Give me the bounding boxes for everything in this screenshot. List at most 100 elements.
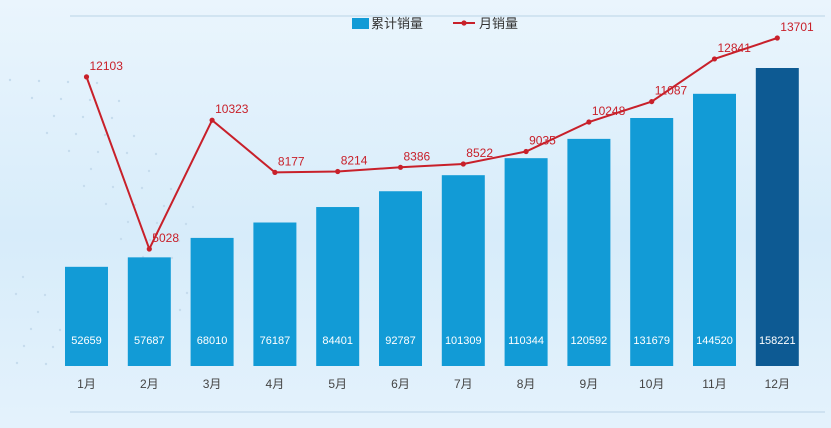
decor-dot	[140, 186, 144, 190]
decor-dot	[147, 169, 151, 173]
decor-dot	[96, 150, 100, 154]
decor-dot	[178, 308, 182, 312]
bar-12	[755, 68, 799, 366]
bar-label: 84401	[322, 335, 353, 347]
x-tick-label: 8月	[517, 377, 536, 391]
x-axis: 1月 2月 3月 4月 5月 6月 7月 8月 9月 10月 11月 12月	[77, 377, 790, 391]
decor-dot	[184, 222, 188, 226]
decor-dot	[170, 256, 174, 260]
line-point-10	[649, 98, 655, 105]
bar-label: 57687	[134, 335, 165, 347]
decor-dot	[74, 132, 78, 136]
line-point-label: 9035	[529, 134, 556, 148]
legend-label-line: 月销量	[479, 16, 518, 31]
line-series	[83, 35, 780, 252]
line-point-12	[774, 35, 780, 41]
x-tick-label: 10月	[639, 377, 664, 391]
bar-label: 76187	[260, 335, 291, 347]
line-point-label: 13701	[780, 20, 814, 34]
bar-series	[65, 68, 799, 367]
decor-dot	[37, 79, 41, 83]
decor-dot	[51, 345, 55, 349]
decor-dot	[22, 344, 26, 348]
decor-dot	[148, 238, 152, 242]
bar-9	[567, 138, 611, 366]
line-point-label: 11087	[655, 84, 688, 98]
line-point-label: 12103	[90, 59, 124, 73]
line-point-7	[460, 161, 466, 167]
decor-dot	[119, 237, 123, 241]
bar-6	[379, 191, 422, 366]
x-tick-label: 2月	[140, 377, 159, 391]
decor-dot	[103, 133, 107, 137]
line-point-5	[335, 168, 341, 175]
bar-3	[190, 237, 234, 366]
legend-swatch-dot	[461, 20, 467, 26]
line-point-label: 10248	[592, 104, 626, 118]
line-point-label: 12841	[718, 41, 752, 55]
decor-dot	[111, 185, 115, 189]
decor-dot	[132, 134, 136, 138]
decor-dot	[177, 239, 181, 243]
decor-dot	[104, 202, 108, 206]
bar-11	[693, 93, 736, 367]
x-tick-label: 9月	[580, 377, 599, 391]
decor-dot	[43, 293, 47, 297]
x-tick-label: 1月	[77, 377, 96, 391]
bar-label: 158221	[759, 335, 796, 347]
legend-label-bar: 累计销量	[371, 16, 423, 31]
line-point-8	[523, 148, 529, 155]
x-tick-label: 11月	[702, 377, 726, 391]
decor-dot	[58, 328, 62, 332]
bar-2	[127, 257, 171, 366]
decor-dot	[155, 221, 159, 225]
x-tick-label: 12月	[765, 377, 790, 391]
bar-label: 110344	[508, 335, 544, 347]
line-point-label: 8177	[278, 154, 305, 168]
decor-dot	[8, 78, 12, 82]
bar-label: 92787	[385, 335, 416, 347]
decor-dot	[154, 152, 158, 156]
decor-dot	[88, 98, 92, 102]
decor-dot	[52, 114, 56, 118]
bar-7	[441, 175, 485, 366]
line-point-label: 8386	[404, 149, 431, 163]
decor-dot	[117, 99, 121, 103]
line-point-1	[83, 74, 90, 80]
bar-8	[504, 158, 548, 366]
decor-dot	[185, 291, 189, 295]
legend-swatch-bar	[352, 18, 369, 29]
bar-label: 131679	[633, 335, 670, 347]
line-point-4	[272, 169, 278, 175]
bar-5	[316, 207, 360, 366]
decor-dot	[110, 116, 114, 120]
line-point-label: 8214	[341, 153, 368, 167]
decor-dot	[125, 151, 129, 155]
line-point-label: 10323	[215, 102, 249, 116]
bar-label: 52659	[71, 335, 102, 347]
bar-4	[253, 222, 297, 366]
decor-dot	[67, 149, 71, 153]
decor-dot	[81, 115, 85, 119]
bar-label: 68010	[197, 335, 228, 347]
x-tick-label: 5月	[328, 377, 347, 391]
decor-dot	[44, 362, 48, 366]
x-tick-label: 6月	[391, 377, 410, 391]
decor-dot	[29, 327, 33, 331]
decor-dot	[14, 292, 18, 296]
decor-dot	[82, 184, 86, 188]
line-point-11	[711, 56, 718, 62]
decor-dot	[169, 187, 173, 191]
decor-dot	[15, 361, 19, 365]
x-tick-label: 4月	[266, 377, 285, 391]
legend: 累计销量 月销量	[352, 16, 518, 31]
decor-dot	[89, 167, 93, 171]
decor-dot	[162, 204, 166, 208]
x-tick-label: 3月	[203, 377, 222, 391]
line-point-label: 5028	[152, 231, 179, 245]
bar-label: 101309	[445, 335, 482, 347]
bar-label: 144520	[696, 335, 733, 347]
decor-dot	[66, 80, 70, 84]
line-point-label: 8522	[466, 146, 493, 160]
